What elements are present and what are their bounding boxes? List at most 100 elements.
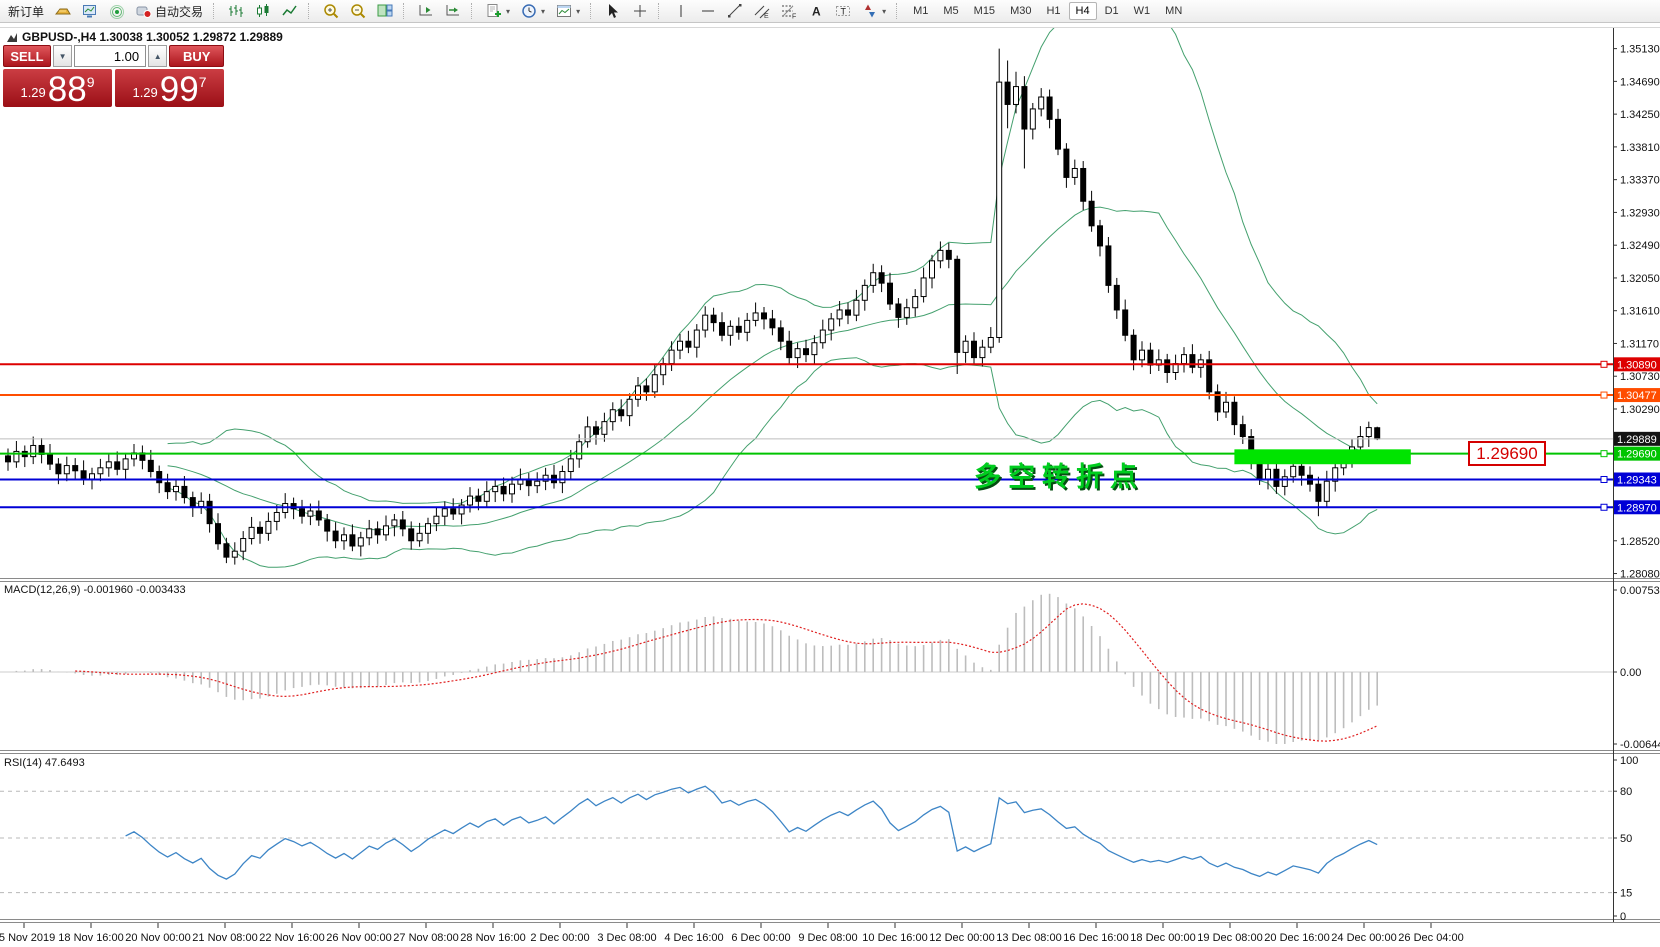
bar-chart-icon[interactable] xyxy=(223,1,249,22)
timeframe-m30-button[interactable]: M30 xyxy=(1010,5,1032,17)
arrows-icon[interactable]: ▾ xyxy=(857,1,891,22)
timeframe-h4-button[interactable]: H4 xyxy=(1068,2,1097,20)
equidistant-channel-icon[interactable]: E xyxy=(749,1,775,22)
candle xyxy=(1223,401,1229,413)
buy-button[interactable]: BUY xyxy=(169,45,224,67)
candle xyxy=(710,314,717,324)
candle xyxy=(416,532,423,542)
timeframe-m15-button[interactable]: M15 xyxy=(973,5,996,17)
trendline-icon[interactable] xyxy=(722,1,748,22)
candle xyxy=(1181,354,1187,365)
shift-chart-icon[interactable] xyxy=(413,1,439,22)
timeframe-mn-button[interactable]: MN xyxy=(1165,5,1183,17)
svg-text:1.29690: 1.29690 xyxy=(1617,449,1657,461)
trend-annotation-text[interactable]: 多空转折点 xyxy=(974,462,1144,492)
market-watch-icon[interactable] xyxy=(77,1,103,22)
templates-icon[interactable]: ▾ xyxy=(551,1,585,22)
sell-button[interactable]: SELL xyxy=(3,45,51,67)
candle xyxy=(1130,334,1137,361)
candle xyxy=(433,515,440,525)
crosshair-icon xyxy=(632,3,648,19)
candle xyxy=(567,458,574,473)
svg-text:9 Dec 08:00: 9 Dec 08:00 xyxy=(798,932,857,944)
timeframe-m5-button[interactable]: M5 xyxy=(943,5,959,17)
volume-decrease-button[interactable]: ▼ xyxy=(52,45,73,67)
svg-text:1.32050: 1.32050 xyxy=(1620,273,1660,285)
candle xyxy=(861,284,868,301)
sell-price-small: 1.29 xyxy=(20,85,46,100)
signals-icon[interactable] xyxy=(104,1,130,22)
candle xyxy=(114,461,121,470)
timeframe-w1-button[interactable]: W1 xyxy=(1133,5,1151,17)
periods-icon[interactable]: ▾ xyxy=(516,1,550,22)
text-label-icon[interactable]: T xyxy=(830,1,856,22)
bollinger-lower-band xyxy=(167,357,1378,568)
price-badge-1.29690 xyxy=(1614,446,1660,461)
buy-price[interactable]: 1.29 99 7 xyxy=(115,69,224,107)
candle xyxy=(1189,354,1196,368)
candle xyxy=(912,296,919,309)
autotrading-button[interactable]: 自动交易 xyxy=(131,1,208,22)
candle xyxy=(609,409,616,423)
svg-text:1.29343: 1.29343 xyxy=(1617,474,1657,486)
candle xyxy=(475,495,482,502)
sell-price[interactable]: 1.29 88 9 xyxy=(3,69,112,107)
zoom-out-icon[interactable] xyxy=(345,1,371,22)
candle xyxy=(509,483,515,495)
timeframe-h1-button[interactable]: H1 xyxy=(1046,5,1061,17)
candle xyxy=(341,534,347,542)
candle xyxy=(206,500,213,525)
support-highlight-zone[interactable] xyxy=(1234,449,1411,465)
svg-text:12 Dec 00:00: 12 Dec 00:00 xyxy=(929,932,994,944)
new-order-button[interactable]: 新订单 xyxy=(3,1,49,22)
templates-dropdown-caret[interactable]: ▾ xyxy=(576,6,581,16)
zoom-in-icon[interactable] xyxy=(318,1,344,22)
candle xyxy=(324,519,331,532)
rsi-line xyxy=(125,785,1378,880)
candle xyxy=(1013,86,1019,105)
cursor-icon[interactable] xyxy=(600,1,626,22)
candle xyxy=(794,348,801,359)
candle xyxy=(878,272,885,284)
horizontal-line-icon[interactable] xyxy=(695,1,721,22)
level-price-label[interactable]: 1.29690 xyxy=(1468,441,1546,466)
candle xyxy=(1113,284,1120,311)
candle xyxy=(727,325,734,336)
horizontal-line-icon xyxy=(700,3,716,19)
price-axis[interactable]: 1.35130 1.34690 1.34250 1.33810 1.33370 1.329… xyxy=(1613,28,1660,923)
new-chart-icon[interactable]: ▾ xyxy=(481,1,515,22)
candlestick-chart-icon[interactable] xyxy=(250,1,276,22)
svg-text:1.29889: 1.29889 xyxy=(1617,434,1657,446)
line-chart-icon[interactable] xyxy=(277,1,303,22)
tile-windows-icon[interactable] xyxy=(372,1,398,22)
price-badge-1.28970 xyxy=(1614,500,1660,515)
periods-dropdown-caret[interactable]: ▾ xyxy=(541,6,546,16)
candle xyxy=(626,398,633,417)
line-chart-icon xyxy=(282,3,298,19)
candle xyxy=(853,299,860,316)
vertical-line-icon[interactable] xyxy=(668,1,694,22)
crosshair-icon[interactable] xyxy=(627,1,653,22)
timeframe-m1-button[interactable]: M1 xyxy=(913,5,929,17)
candle xyxy=(441,508,448,517)
chart-symbol-icon xyxy=(7,32,17,42)
svg-text:T: T xyxy=(841,7,847,17)
arrows-dropdown-caret[interactable]: ▾ xyxy=(882,6,887,16)
gold-bar-icon[interactable] xyxy=(50,1,76,22)
candle xyxy=(357,537,364,547)
auto-scroll-icon[interactable] xyxy=(440,1,466,22)
svg-text:16 Dec 16:00: 16 Dec 16:00 xyxy=(1063,932,1128,944)
volume-increase-button[interactable]: ▲ xyxy=(148,45,168,67)
volume-input[interactable] xyxy=(74,45,147,67)
candle xyxy=(1214,391,1221,413)
chart-title: GBPUSD-,H4 1.30038 1.30052 1.29872 1.298… xyxy=(7,30,283,44)
candle xyxy=(1139,349,1145,361)
svg-text:15: 15 xyxy=(1620,888,1632,900)
candlestick-series xyxy=(5,48,1381,565)
new-chart-dropdown-caret[interactable]: ▾ xyxy=(506,6,511,16)
timeframe-d1-button[interactable]: D1 xyxy=(1104,5,1119,17)
text-icon[interactable]: A xyxy=(803,1,829,22)
fibonacci-icon[interactable]: F xyxy=(776,1,802,22)
